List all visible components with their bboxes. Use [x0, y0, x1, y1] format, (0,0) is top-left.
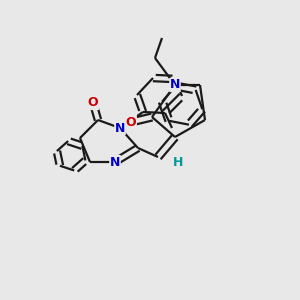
Text: H: H: [173, 155, 183, 169]
Text: N: N: [110, 155, 120, 169]
Text: N: N: [115, 122, 125, 134]
Text: O: O: [88, 97, 98, 110]
Text: N: N: [170, 79, 180, 92]
Text: O: O: [126, 116, 136, 128]
